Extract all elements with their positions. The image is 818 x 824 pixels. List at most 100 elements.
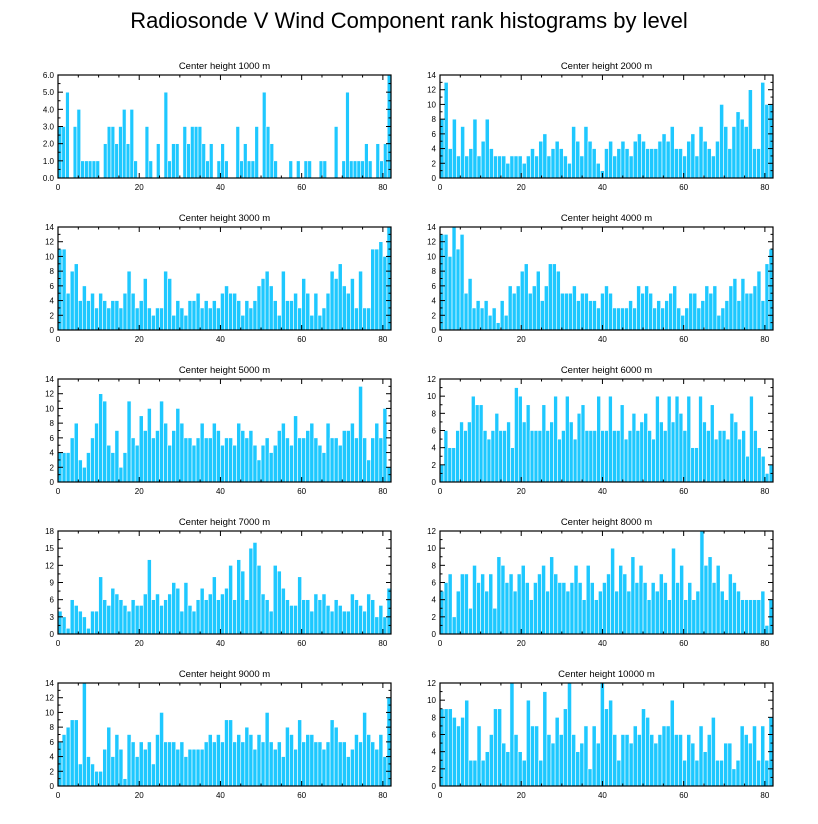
y-tick-label: 8 [50, 723, 55, 732]
bar [460, 717, 465, 787]
y-tick-label: 0 [50, 326, 55, 335]
bar [656, 300, 661, 331]
bar [760, 590, 766, 635]
panel-title: Center height 1000 m [179, 61, 270, 72]
bar [102, 400, 108, 483]
bar [690, 742, 696, 787]
bar [484, 118, 490, 179]
bar [667, 599, 672, 635]
bar [691, 599, 697, 635]
bar [638, 565, 644, 635]
bar [752, 285, 758, 331]
bar [61, 126, 66, 179]
bar [98, 576, 103, 635]
bar [510, 447, 515, 483]
bar [307, 160, 312, 179]
bar [313, 593, 319, 635]
bar [764, 104, 770, 179]
bar [480, 140, 486, 179]
y-tick-label: 10 [45, 708, 54, 717]
x-tick-label: 0 [438, 639, 443, 648]
y-tick-label: 0 [50, 478, 55, 487]
bar [476, 155, 482, 179]
bar [167, 444, 173, 483]
bar [698, 395, 703, 483]
bar [155, 430, 160, 483]
bar [305, 734, 311, 787]
bar [228, 292, 233, 331]
bar [167, 278, 173, 331]
bar [512, 590, 518, 635]
bar [745, 455, 750, 483]
y-tick-label: 8 [432, 267, 437, 276]
y-tick-label: 2.0 [43, 140, 55, 149]
bar [268, 741, 274, 787]
histogram-panel-4: Center height 4000 m 0 20 40 60 80 0 2 4 6 8 10 12 14 [427, 213, 774, 344]
bar [723, 599, 729, 635]
bar [648, 292, 653, 331]
bar [537, 430, 543, 483]
bar [467, 278, 473, 331]
bar [550, 742, 556, 787]
bar [386, 587, 392, 635]
bar [624, 307, 629, 331]
bar [91, 160, 97, 179]
y-tick-label: 2 [432, 461, 437, 470]
bar [669, 126, 675, 179]
bar [715, 565, 721, 635]
bar [654, 590, 660, 635]
bar [76, 109, 82, 179]
bar [521, 759, 527, 787]
bar [497, 155, 502, 179]
bar [710, 404, 715, 483]
bar [671, 547, 676, 635]
bar [451, 616, 457, 635]
bar [721, 430, 727, 483]
bar [550, 148, 556, 179]
y-tick-label: 6 [50, 434, 55, 443]
bar [289, 300, 294, 331]
bar [545, 590, 550, 635]
x-tick-label: 60 [297, 487, 306, 496]
bar [244, 599, 250, 635]
bar [118, 599, 124, 635]
bar [529, 599, 534, 635]
bar [354, 307, 359, 331]
bar [378, 437, 384, 483]
bar [179, 307, 185, 331]
bar [451, 226, 457, 331]
bar [764, 625, 770, 635]
bar [666, 395, 672, 483]
bar [321, 452, 327, 483]
bar [670, 421, 676, 483]
bar [80, 160, 85, 179]
bar [592, 300, 597, 331]
bar [337, 741, 343, 787]
x-tick-label: 40 [598, 791, 607, 800]
panel-title: Center height 6000 m [561, 365, 652, 376]
y-tick-label: 4 [432, 596, 437, 605]
bar [733, 421, 739, 483]
bar [567, 682, 572, 787]
bar [474, 404, 480, 483]
bar [84, 160, 89, 179]
bar [134, 444, 140, 483]
y-tick-label: 10 [45, 404, 54, 413]
bar [702, 421, 707, 483]
bar [659, 421, 664, 483]
bar [690, 133, 696, 179]
bar [209, 143, 214, 179]
bar [631, 413, 637, 483]
bar [114, 300, 120, 331]
bar [686, 140, 692, 179]
bar [110, 126, 116, 179]
x-tick-label: 80 [378, 487, 387, 496]
bar [138, 415, 144, 483]
bar [228, 719, 233, 787]
bar [138, 741, 144, 787]
bar [73, 422, 79, 483]
bar [464, 573, 469, 635]
bar [130, 599, 136, 635]
bar [256, 565, 262, 635]
bar [627, 430, 633, 483]
